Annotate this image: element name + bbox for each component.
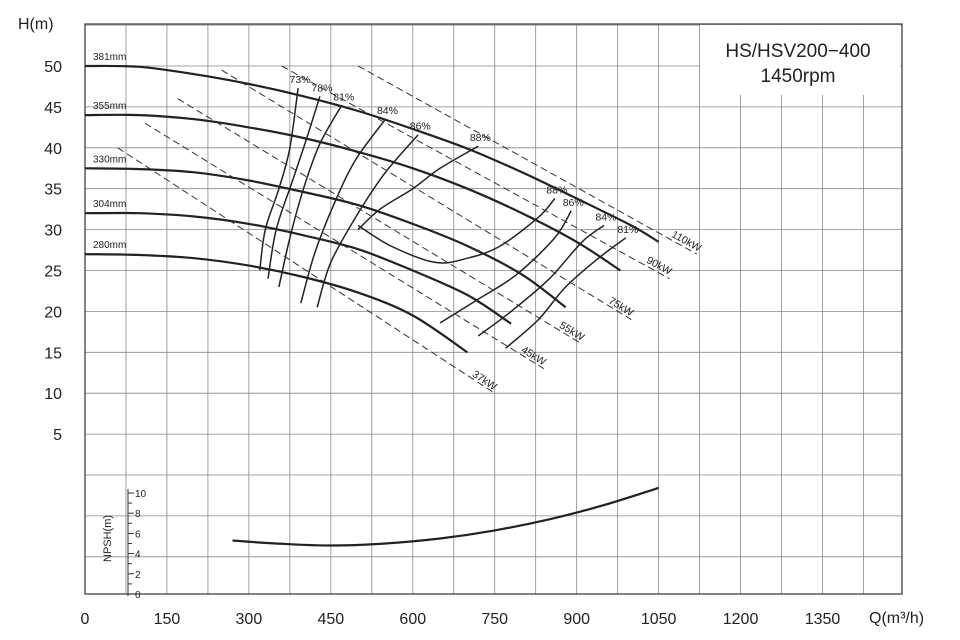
impeller-label: 381mm [93,52,126,63]
x-tick-label: 1200 [723,611,759,628]
efficiency-label: 88% [470,132,491,144]
x-tick-label: 450 [317,611,344,628]
impeller-label: 304mm [93,199,126,210]
chart-title: HS/HSV200−400 [725,41,870,62]
y-tick-label: 10 [44,386,62,403]
title-box [700,25,900,95]
efficiency-label: 86% [563,197,584,209]
chart-subtitle: 1450rpm [761,66,836,87]
power-line-110kW [357,65,698,255]
impeller-label: 330mm [93,154,126,165]
x-tick-label: 1350 [805,611,841,628]
x-tick-label: 150 [154,611,181,628]
npsh-panel: 0 2 4 6 8 10 [127,486,659,601]
power-line-90kW [281,65,670,280]
labels: 0 150 300 450 600 750 900 1050 1200 1350510152025… [44,59,840,628]
npsh-tick-label: 4 [135,550,141,561]
efficiency-line [300,118,387,304]
efficiency-line [316,134,419,308]
efficiency-label: 84% [377,105,398,117]
impeller-label: 355mm [93,101,126,112]
head-curves: 381mm 355mm 330mm 304mm 280mm [84,52,660,354]
efficiency-line [477,224,605,337]
y-axis-label: H(m) [18,16,54,33]
efficiency-line [439,210,572,324]
x-tick-label: 0 [81,611,90,628]
power-line-75kW [221,69,632,321]
npsh-tick-label: 8 [135,509,141,520]
power-line-55kW [177,98,583,345]
x-axis-label: Q(m³/h) [869,610,924,627]
npsh-tick-label: 0 [135,590,141,601]
x-tick-label: 600 [399,611,426,628]
efficiency-line [357,198,556,264]
power-line-37kW [117,147,495,394]
y-tick-label: 45 [44,100,62,117]
y-tick-label: 20 [44,304,62,321]
npsh-axis-label: NPSH(m) [102,515,114,562]
y-tick-label: 15 [44,345,62,362]
head-curve-355mm [84,113,622,272]
efficiency-label: 81% [617,224,638,236]
efficiency-line [267,96,321,279]
efficiency-line [505,237,627,349]
y-tick-label: 35 [44,182,62,199]
x-tick-label: 300 [236,611,263,628]
grid [84,23,903,595]
y-tick-label: 30 [44,223,62,240]
x-tick-label: 900 [563,611,590,628]
head-curve-381mm [84,64,660,243]
y-tick-label: 25 [44,264,62,281]
npsh-tick-label: 10 [135,489,147,500]
efficiency-label: 81% [333,91,354,103]
head-curve-280mm [84,253,469,354]
efficiency-label: 73% [290,74,311,86]
efficiency-line [259,87,299,271]
efficiency-line [278,104,343,288]
y-tick-label: 5 [53,427,62,444]
npsh-tick-label: 2 [135,570,141,581]
x-tick-label: 750 [481,611,508,628]
head-curve-304mm [84,211,512,325]
y-tick-label: 50 [44,59,62,76]
efficiency-line [357,145,479,231]
impeller-label: 280mm [93,240,126,251]
plot-frame [84,23,903,595]
head-curve-330mm [84,167,567,309]
npsh-tick-label: 6 [135,529,141,540]
npsh-curve [232,486,659,547]
efficiency-lines: 73%78%81%84%86%88%88%86%84%81% [259,74,638,349]
x-tick-label: 1050 [641,611,677,628]
y-tick-label: 40 [44,141,62,158]
